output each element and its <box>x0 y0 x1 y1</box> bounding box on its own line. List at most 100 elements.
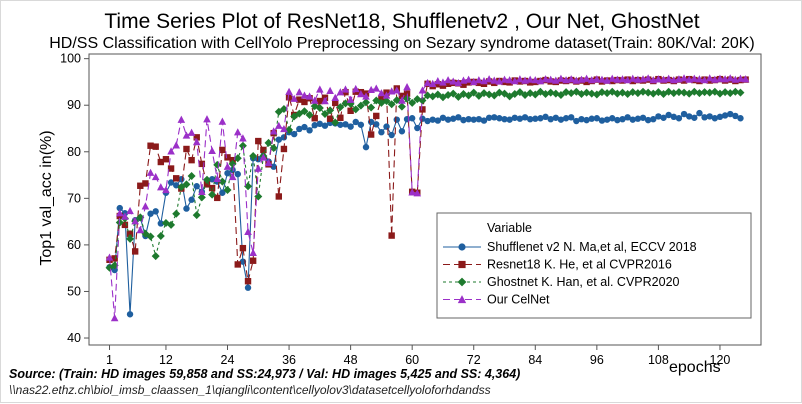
data-point <box>115 209 124 217</box>
data-point <box>418 96 427 105</box>
data-point <box>624 114 631 121</box>
data-point <box>387 100 396 109</box>
data-point <box>305 92 314 100</box>
data-point <box>377 89 386 97</box>
data-point <box>357 121 365 128</box>
data-point <box>573 117 580 125</box>
data-point <box>121 212 129 220</box>
legend-entry: Resnet18 K. He, et al CVPR2016 <box>487 258 672 272</box>
data-point <box>239 134 247 142</box>
data-point <box>270 163 277 170</box>
data-point <box>255 156 262 163</box>
data-point <box>208 184 216 192</box>
data-point <box>398 128 406 135</box>
data-point <box>650 115 657 123</box>
data-point <box>423 78 432 87</box>
data-point <box>660 114 667 121</box>
data-point <box>320 110 329 119</box>
data-point <box>254 164 263 172</box>
data-point <box>373 112 380 120</box>
data-point <box>346 95 355 103</box>
data-point <box>542 113 549 121</box>
data-point <box>500 75 509 83</box>
data-point <box>613 89 622 98</box>
data-point <box>562 115 570 122</box>
data-point <box>326 115 334 122</box>
data-point <box>444 76 452 84</box>
data-point <box>326 86 334 94</box>
data-point <box>157 220 165 227</box>
data-point <box>439 78 447 86</box>
data-point <box>336 103 345 112</box>
data-point <box>301 98 308 106</box>
data-point <box>223 185 232 194</box>
data-point <box>218 117 227 125</box>
data-point <box>480 117 488 124</box>
data-point <box>546 75 555 83</box>
data-point <box>121 221 129 229</box>
data-point <box>182 131 191 139</box>
data-point <box>310 96 319 104</box>
data-point <box>110 313 119 322</box>
data-point <box>233 128 242 136</box>
data-point <box>737 115 744 122</box>
data-point <box>583 116 590 124</box>
data-point <box>347 123 354 130</box>
data-point <box>598 75 606 83</box>
data-point <box>260 146 267 154</box>
data-point <box>116 204 123 212</box>
data-point <box>727 110 734 118</box>
data-point <box>147 210 154 217</box>
x-tick-label: 36 <box>282 353 296 367</box>
data-point <box>341 99 350 108</box>
data-point <box>202 175 211 184</box>
data-point <box>582 74 591 82</box>
data-point <box>378 129 385 136</box>
data-point <box>429 116 436 123</box>
series-layer <box>105 74 750 322</box>
data-point <box>244 278 252 285</box>
data-point <box>347 107 354 115</box>
x-tick-label: 72 <box>467 353 481 367</box>
y-tick-label: 80 <box>67 145 81 159</box>
data-point <box>485 90 494 99</box>
data-point <box>151 172 160 181</box>
data-point <box>398 96 406 104</box>
data-point <box>126 230 134 237</box>
data-point <box>444 80 452 87</box>
data-point <box>188 196 195 203</box>
data-point <box>157 158 165 166</box>
data-point <box>485 75 493 83</box>
data-point <box>131 248 139 255</box>
data-point <box>255 137 262 145</box>
data-point <box>597 88 606 97</box>
data-point <box>223 162 232 170</box>
data-point <box>439 114 447 121</box>
data-point <box>167 179 175 186</box>
data-point <box>418 86 427 94</box>
data-point <box>628 88 637 97</box>
data-point <box>290 94 298 102</box>
data-point <box>665 111 672 119</box>
legend: Variable Shufflenet v2 N. Ma,et al, ECCV … <box>436 212 752 319</box>
data-point <box>700 88 709 97</box>
data-point <box>356 101 365 110</box>
data-point <box>367 131 375 138</box>
data-point <box>275 136 283 143</box>
axes: 40 50 60 70 80 90 100 1 12 24 36 48 60 72 84 96 108 120 <box>60 52 730 367</box>
data-point <box>458 260 466 269</box>
data-point <box>506 116 513 123</box>
legend-box <box>436 212 752 319</box>
data-point <box>152 143 159 150</box>
data-point <box>490 76 499 84</box>
x-tick-label: 84 <box>528 353 542 367</box>
y-tick-label: 60 <box>67 238 81 252</box>
file-path-note: \\nas22.ethz.ch\biol_imsb_claassen_1\qia… <box>9 383 491 397</box>
data-point <box>367 103 376 112</box>
data-point <box>213 160 222 169</box>
data-point <box>234 261 241 268</box>
y-tick-label: 40 <box>67 331 81 345</box>
data-point <box>552 76 560 84</box>
data-point <box>218 177 227 186</box>
data-point <box>280 124 288 133</box>
